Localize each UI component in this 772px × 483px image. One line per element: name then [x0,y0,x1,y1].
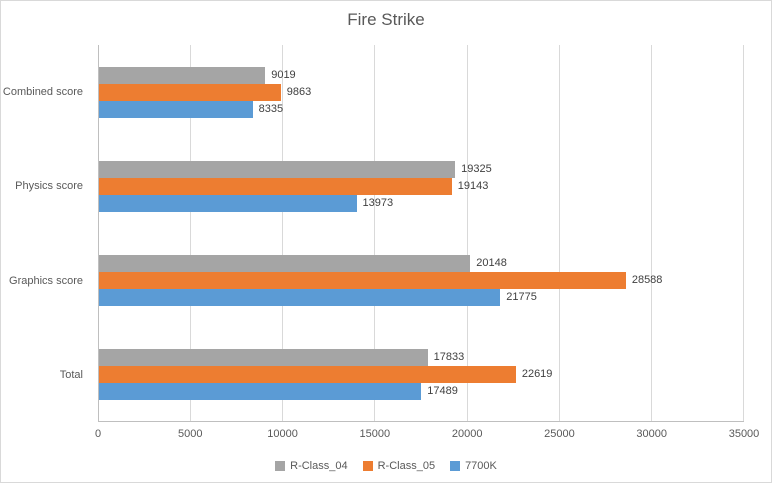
bar-row: 8335 [99,100,744,118]
gridline [558,45,560,421]
bar [99,160,456,178]
legend-item: 7700K [450,460,497,472]
bar [99,194,357,212]
legend-label: 7700K [465,460,497,472]
plot-area: 9019 9863 8335 19325 19143 13973 20148 28588 217… [98,45,744,422]
bar-row: 22619 [99,365,744,383]
bar-row: 28588 [99,271,744,289]
legend-label: R-Class_05 [377,460,436,472]
bar-groups: 9019 9863 8335 19325 19143 13973 20148 28588 217… [99,45,744,421]
gridline [190,45,192,421]
bar-value-label: 19143 [457,180,489,192]
legend-swatch [362,461,373,471]
bar-row: 19325 [99,160,744,178]
bar-value-label: 13973 [362,197,394,209]
gridline [466,45,468,421]
bar [99,83,281,101]
bar-row: 21775 [99,288,744,306]
bar-group: 17833 22619 17489 [99,327,744,421]
x-tick-label: 10000 [267,428,298,440]
bar-value-label: 8335 [258,103,284,115]
bar [99,365,516,383]
legend: R-Class_04 R-Class_05 7700K [1,460,771,472]
bar [99,100,253,118]
gridline [282,45,284,421]
gridline [650,45,652,421]
category-axis: Combined score Physics score Graphics scor… [1,45,91,422]
bar-row: 9863 [99,83,744,101]
category-label: Physics score [15,180,83,193]
bar-row: 17489 [99,382,744,400]
category-label: Combined score [2,86,83,99]
bar [99,254,471,272]
bar [99,288,501,306]
x-tick-label: 0 [94,428,102,440]
bar-value-label: 19325 [461,163,492,175]
value-axis: 0 5000 10000 15000 20000 25000 30000 35000 [94,428,759,442]
gridline [374,45,376,421]
legend-swatch [275,461,286,471]
x-tick-label: 35000 [728,428,760,440]
bar-value-label: 21775 [506,291,537,303]
bar-value-label: 28588 [631,274,663,286]
bar [99,271,626,289]
bar-value-label: 9863 [286,86,312,98]
x-tick-label: 20000 [451,428,483,440]
bar-group: 19325 19143 13973 [99,139,744,233]
category-label: Total [59,368,83,381]
legend-label: R-Class_04 [290,460,348,472]
bar-value-label: 20148 [476,257,507,269]
bar [99,348,428,366]
legend-swatch [450,461,461,471]
bar-value-label: 17833 [433,351,465,363]
gridlines [99,45,744,421]
bar-row: 13973 [99,194,744,212]
bar-row: 17833 [99,348,744,366]
bar [99,66,266,84]
bar [99,177,452,195]
category-label: Graphics score [9,274,83,287]
bar-row: 19143 [99,177,744,195]
bar-row: 9019 [99,66,744,84]
bar-group: 20148 28588 21775 [99,233,744,327]
bar [99,382,422,400]
chart-title: Fire Strike [347,10,425,29]
x-tick-label: 30000 [636,428,667,440]
legend-item: R-Class_04 [275,460,348,472]
bar-value-label: 17489 [427,385,458,397]
x-tick-label: 5000 [178,428,203,440]
bar-group: 9019 9863 8335 [99,45,744,139]
x-tick-label: 15000 [359,428,391,440]
gridline [743,45,744,421]
x-tick-label: 25000 [544,428,575,440]
bar-value-label: 22619 [521,368,553,380]
bar-value-label: 9019 [271,69,296,81]
bar-row: 20148 [99,254,744,272]
legend-item: R-Class_05 [362,460,436,472]
